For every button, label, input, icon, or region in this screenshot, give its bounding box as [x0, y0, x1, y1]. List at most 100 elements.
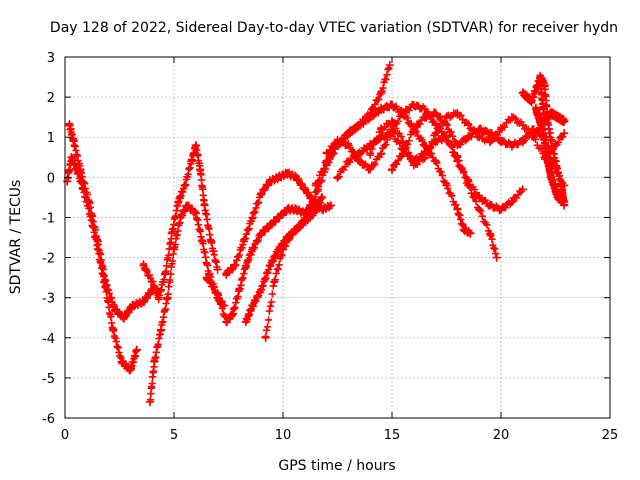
- data-point: [344, 140, 353, 150]
- x-tick-label: 5: [170, 428, 178, 443]
- data-point: [507, 112, 517, 122]
- data-point: [398, 136, 408, 146]
- y-tick-label: 0: [47, 171, 55, 186]
- data-point: [420, 104, 429, 114]
- data-point: [431, 128, 440, 138]
- data-point: [518, 120, 528, 130]
- series-10: [322, 100, 501, 262]
- data-point: [108, 325, 118, 335]
- data-point: [496, 124, 506, 134]
- data-point: [102, 281, 111, 290]
- data-point: [344, 128, 353, 138]
- data-point: [241, 261, 251, 270]
- data-point: [365, 165, 375, 174]
- y-tick-label: -1: [42, 211, 55, 226]
- data-point: [333, 173, 342, 182]
- data-point: [311, 181, 320, 190]
- data-point: [464, 177, 473, 186]
- data-point: [557, 185, 567, 194]
- x-tick-label: 15: [384, 428, 401, 443]
- chart-title: Day 128 of 2022, Sidereal Day-to-day VTE…: [50, 20, 618, 36]
- series-2: [65, 119, 157, 323]
- data-point: [546, 108, 556, 118]
- data-point: [326, 201, 336, 210]
- data-point: [485, 201, 495, 210]
- data-point: [213, 289, 222, 298]
- data-point: [202, 273, 211, 282]
- data-point: [139, 261, 148, 270]
- grid-layer: [65, 57, 610, 418]
- data-point: [492, 253, 501, 262]
- data-point: [132, 345, 142, 355]
- series-3: [139, 140, 222, 304]
- data-point: [93, 237, 102, 246]
- data-point: [322, 149, 331, 158]
- data-point: [274, 213, 283, 222]
- y-tick-label: -5: [42, 372, 55, 387]
- data-point: [300, 185, 310, 194]
- data-point: [256, 229, 266, 238]
- series-4: [145, 201, 229, 407]
- series-5: [202, 197, 318, 327]
- data-point: [387, 100, 397, 110]
- series-16: [535, 76, 569, 127]
- y-tick-label: -3: [42, 292, 55, 307]
- data-point: [442, 181, 451, 190]
- data-point: [442, 120, 451, 130]
- data-point: [274, 173, 283, 182]
- data-point: [265, 177, 275, 186]
- data-point: [507, 197, 517, 206]
- data-point: [529, 124, 538, 134]
- data-point: [150, 357, 159, 367]
- series-layer: [62, 60, 569, 407]
- x-tick-label: 20: [493, 428, 510, 443]
- data-point: [228, 309, 238, 318]
- data-point: [174, 197, 183, 206]
- data-point: [84, 197, 94, 206]
- data-point: [304, 205, 314, 214]
- data-point: [485, 128, 495, 138]
- data-point: [431, 157, 440, 166]
- data-point: [387, 116, 397, 126]
- data-point: [551, 157, 560, 166]
- data-point: [222, 317, 231, 326]
- series-8: [261, 60, 395, 343]
- data-point: [169, 245, 179, 254]
- x-tick-label: 0: [61, 428, 69, 443]
- data-point: [355, 157, 364, 166]
- data-point: [385, 60, 395, 70]
- data-point: [453, 140, 462, 150]
- data-point: [496, 205, 506, 214]
- data-point: [67, 153, 76, 162]
- series-15: [531, 103, 569, 206]
- data-point: [376, 88, 386, 98]
- data-point: [256, 189, 266, 198]
- series-16-markers: [536, 76, 568, 127]
- data-point: [453, 108, 462, 118]
- series-12: [365, 108, 569, 170]
- data-point: [180, 181, 190, 190]
- data-point: [117, 357, 126, 367]
- data-point: [542, 153, 552, 162]
- data-point: [333, 136, 342, 146]
- data-point: [182, 201, 192, 210]
- data-point: [431, 108, 440, 118]
- data-point: [256, 285, 266, 294]
- y-tick-label: 3: [47, 51, 55, 66]
- data-point: [322, 157, 331, 166]
- data-point: [365, 149, 375, 158]
- data-point: [409, 161, 419, 170]
- y-tick-label: -2: [42, 252, 55, 267]
- data-point: [248, 213, 257, 222]
- data-point: [145, 397, 155, 407]
- data-point: [442, 132, 451, 142]
- data-point: [119, 313, 129, 322]
- data-point: [291, 173, 301, 182]
- data-point: [241, 317, 251, 326]
- x-axis-label: GPS time / hours: [278, 458, 395, 474]
- data-point: [235, 285, 244, 294]
- data-point: [518, 88, 528, 98]
- data-point: [529, 132, 538, 142]
- data-point: [485, 136, 495, 146]
